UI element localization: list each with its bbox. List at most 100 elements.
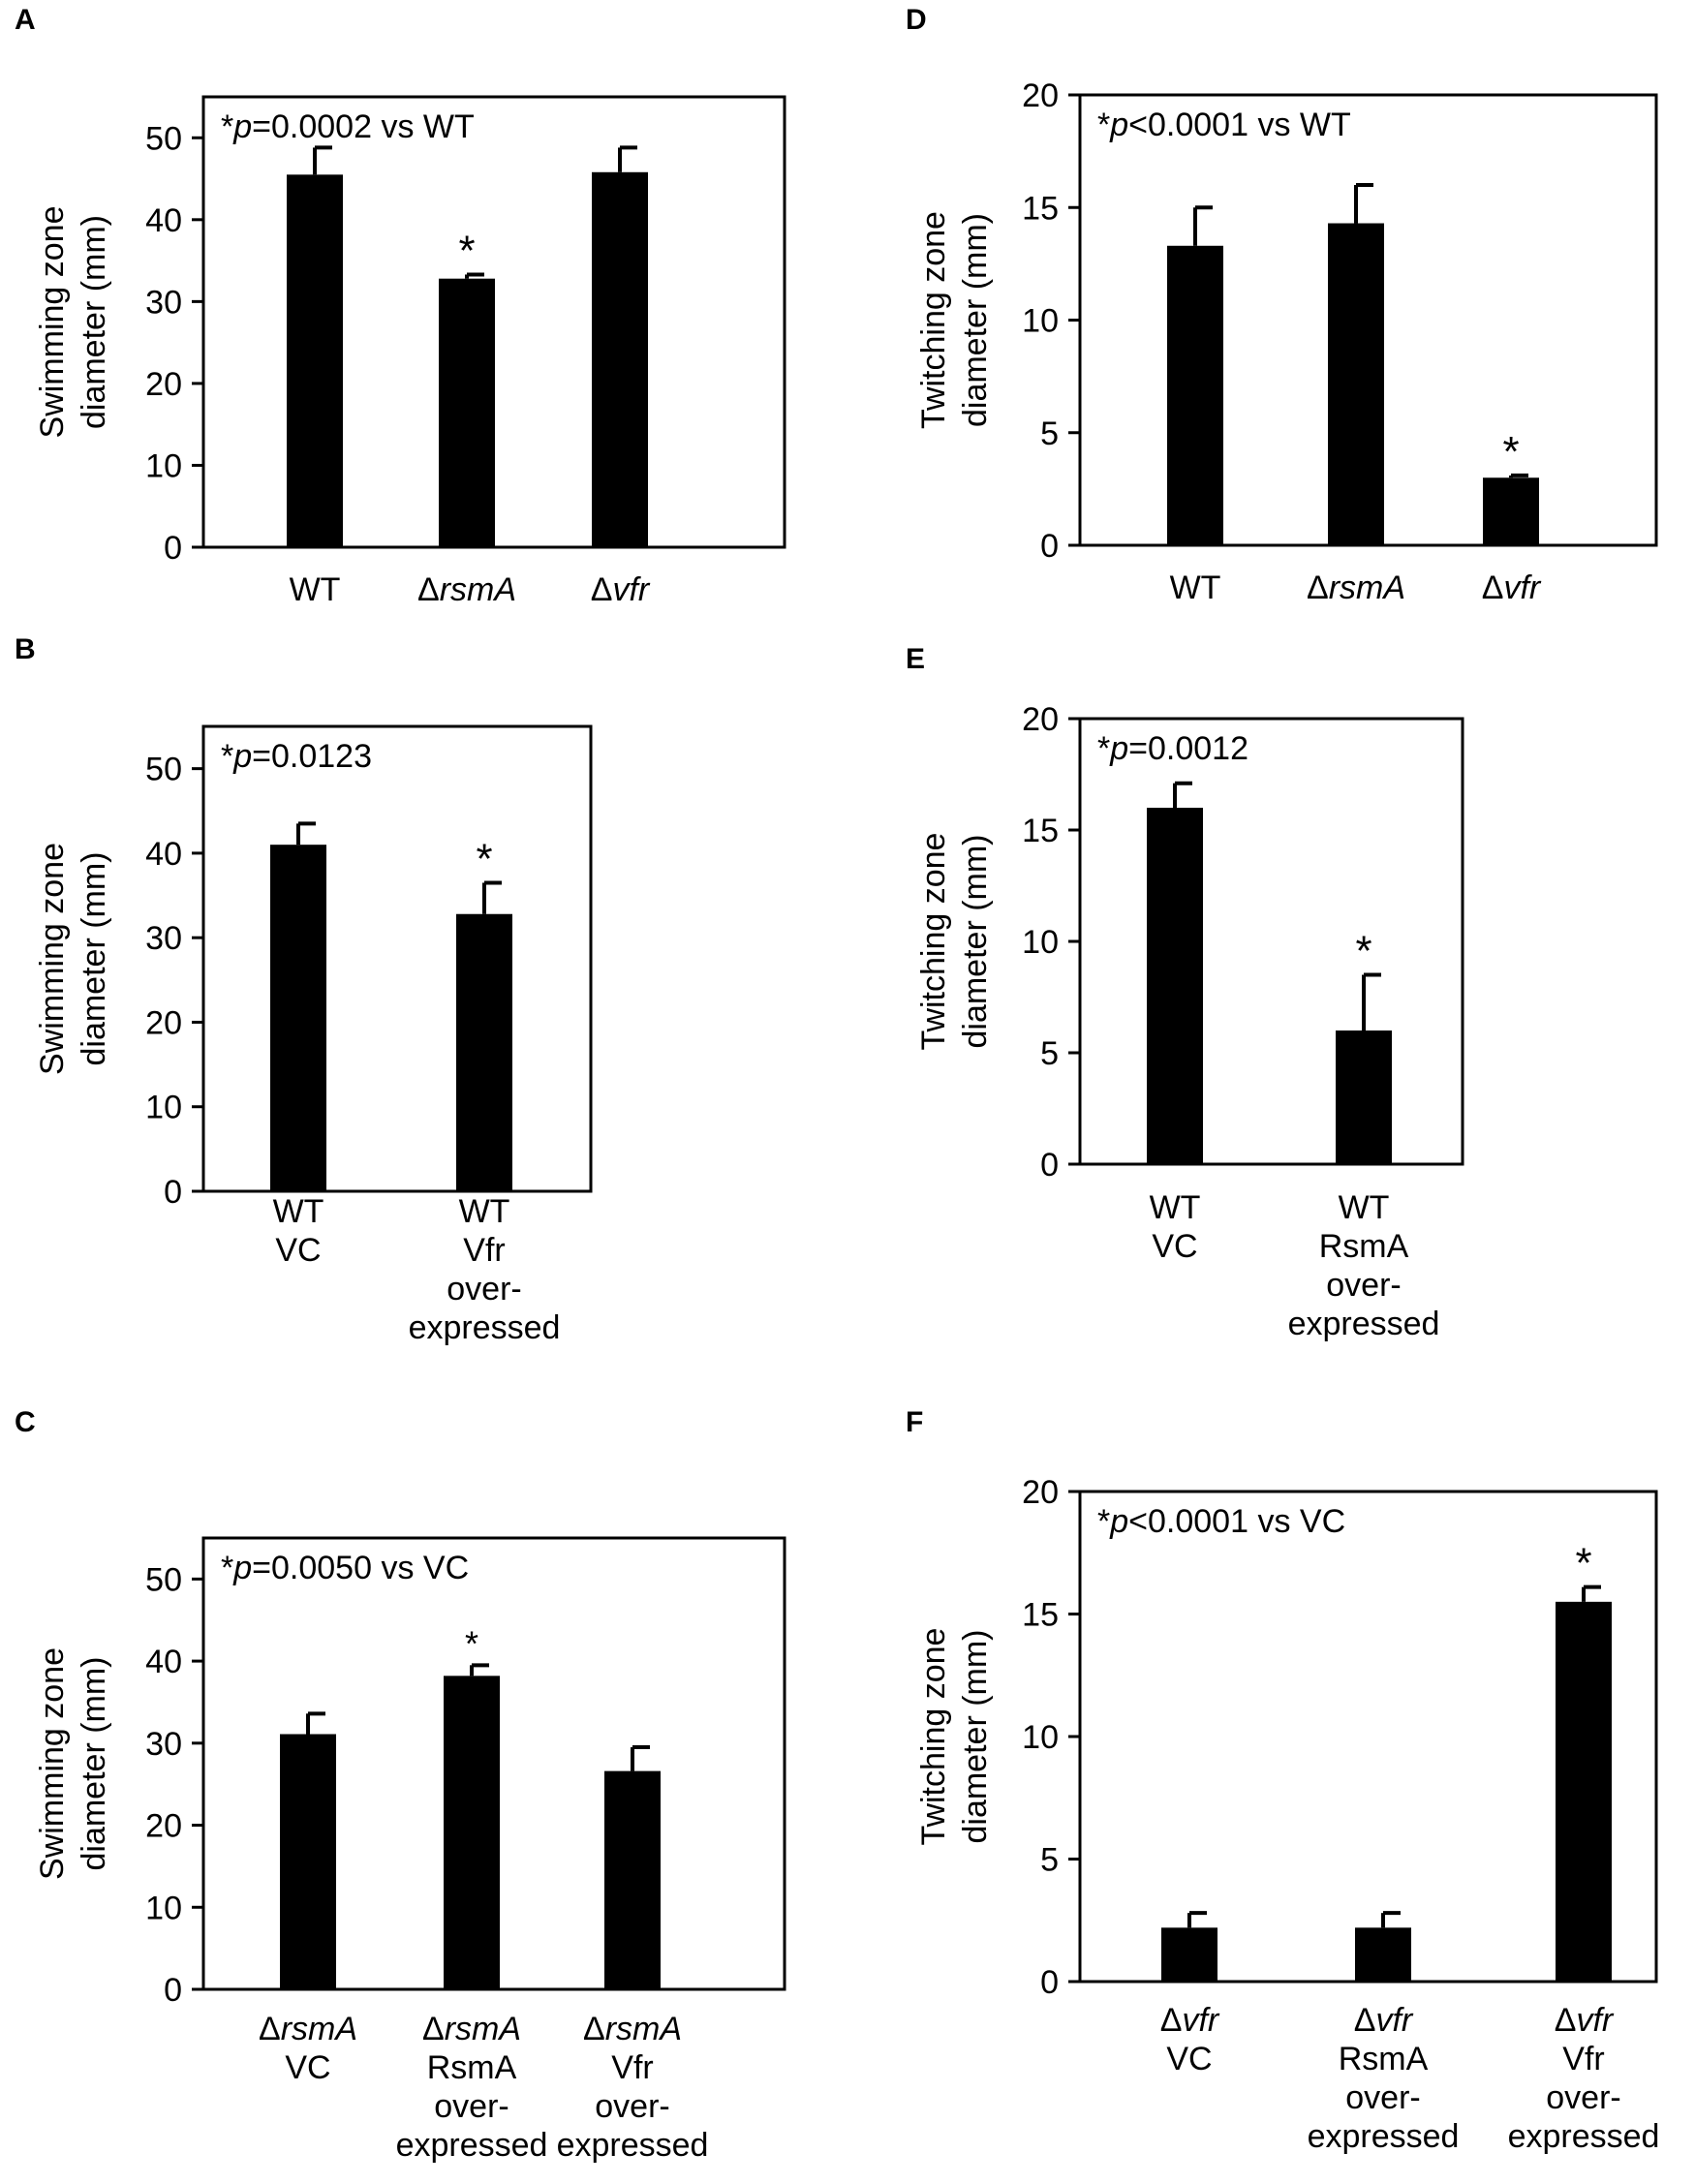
- y-tick-label: 10: [1022, 924, 1059, 961]
- x-category-label: Δvfr: [1555, 2002, 1615, 2039]
- y-tick-label: 0: [164, 1174, 182, 1211]
- bar-d-1: [1167, 245, 1223, 545]
- panel-letter: D: [906, 4, 927, 36]
- x-category-label: over-: [447, 1271, 521, 1307]
- x-category-label: Vfr: [463, 1232, 505, 1269]
- y-tick-label: 15: [1022, 813, 1059, 849]
- y-tick-label: 10: [145, 1890, 182, 1926]
- y-axis-label: diameter (mm): [957, 1629, 994, 1843]
- x-category-label: expressed: [1308, 2118, 1460, 2155]
- x-category-label: ΔrsmA: [583, 2011, 682, 2047]
- y-axis-label: Twitching zone: [915, 1628, 952, 1846]
- y-tick-label: 20: [1022, 1474, 1059, 1511]
- significance-star: *: [458, 227, 475, 274]
- x-category-label: ΔrsmA: [259, 2011, 357, 2047]
- significance-annotation: *p=0.0012: [1097, 730, 1248, 767]
- x-category-label: WT: [1170, 569, 1221, 606]
- y-tick-label: 50: [145, 752, 182, 788]
- x-category-label: VC: [285, 2049, 330, 2086]
- y-tick-label: 15: [1022, 190, 1059, 227]
- y-tick-label: 15: [1022, 1597, 1059, 1634]
- y-axis-label: Swimming zone: [34, 843, 71, 1075]
- panel-letter: A: [15, 4, 36, 36]
- y-axis-label: diameter (mm): [76, 215, 112, 429]
- panel-letter: E: [906, 643, 925, 675]
- x-category-label: expressed: [1508, 2118, 1660, 2155]
- significance-annotation: *p=0.0002 vs WT: [221, 108, 475, 145]
- y-tick-label: 5: [1040, 1842, 1059, 1879]
- y-tick-label: 0: [164, 530, 182, 567]
- x-category-label: over-: [434, 2088, 508, 2125]
- y-tick-label: 40: [145, 202, 182, 239]
- x-category-label: Vfr: [611, 2049, 653, 2086]
- y-axis-label: Swimming zone: [34, 206, 71, 439]
- y-tick-label: 30: [145, 284, 182, 321]
- y-axis-label: Twitching zone: [915, 211, 952, 429]
- y-tick-label: 40: [145, 836, 182, 873]
- x-category-label: over-: [1345, 2079, 1420, 2116]
- bar-a-2: [439, 278, 495, 547]
- y-tick-label: 10: [1022, 1719, 1059, 1756]
- plot-frame: [1078, 717, 1464, 1166]
- x-category-label: RsmA: [427, 2049, 517, 2086]
- significance-star: *: [1355, 928, 1371, 975]
- panel-c: C 0 10 20 30 40 50 Swimming zone diameter (mm) *p…: [15, 1406, 786, 2164]
- y-tick-label: 50: [145, 120, 182, 157]
- significance-star: *: [1502, 428, 1519, 476]
- x-category-label: WT: [1150, 1189, 1201, 1226]
- y-tick-label: 5: [1040, 415, 1059, 452]
- x-category-label: WT: [459, 1193, 510, 1230]
- y-tick-label: 20: [145, 1004, 182, 1041]
- significance-annotation: *p=0.0050 vs VC: [221, 1550, 469, 1586]
- y-tick-label: 50: [145, 1561, 182, 1598]
- x-category-label: Δvfr: [1160, 2002, 1220, 2039]
- y-axis-label: diameter (mm): [76, 851, 112, 1065]
- plot-frame: [201, 724, 593, 1193]
- x-category-label: expressed: [557, 2127, 709, 2164]
- y-axis-label: diameter (mm): [76, 1656, 112, 1870]
- bar-a-3: [592, 171, 648, 548]
- panel-f: F 0 5 10 15 20 Twitching zone diameter (mm) *p<0…: [906, 1406, 1659, 2155]
- y-tick-label: 0: [1040, 1147, 1059, 1184]
- x-category-label: ΔrsmA: [1307, 569, 1405, 606]
- y-axis-label: Twitching zone: [915, 833, 952, 1051]
- y-tick-label: 20: [145, 1808, 182, 1845]
- bar-e-1: [1147, 808, 1203, 1164]
- bar-f-1: [1161, 1927, 1217, 1982]
- y-axis-label: diameter (mm): [957, 213, 994, 427]
- y-tick-label: 10: [1022, 303, 1059, 340]
- panel-d: D 0 5 10 15 20 Twitching zone diameter (mm) *p<0…: [906, 4, 1658, 606]
- significance-annotation: *p=0.0123: [221, 738, 372, 775]
- x-category-label: RsmA: [1319, 1228, 1409, 1265]
- y-tick-label: 30: [145, 1726, 182, 1763]
- x-category-label: over-: [1326, 1267, 1401, 1304]
- x-category-label: ΔrsmA: [422, 2011, 521, 2047]
- significance-star: *: [476, 835, 492, 882]
- x-category-label: Δvfr: [591, 571, 651, 608]
- y-tick-label: 0: [1040, 528, 1059, 565]
- y-tick-label: 40: [145, 1644, 182, 1680]
- panel-e: E 0 5 10 15 20 Twitching zone diameter (mm) *p=0…: [906, 643, 1464, 1342]
- x-category-label: expressed: [396, 2127, 548, 2164]
- bar-c-3: [604, 1770, 661, 1989]
- y-tick-label: 20: [145, 366, 182, 403]
- significance-star: *: [465, 1623, 478, 1663]
- x-category-label: Δvfr: [1482, 569, 1542, 606]
- y-tick-label: 0: [1040, 1964, 1059, 2001]
- panel-b: B 0 10 20 30 40 50 Swimming zone diameter (mm) *p…: [15, 633, 593, 1346]
- bar-a-1: [287, 174, 343, 547]
- y-tick-label: 20: [1022, 701, 1059, 738]
- x-category-label: VC: [1166, 2041, 1212, 2077]
- panel-letter: B: [15, 633, 36, 665]
- bar-e-2: [1336, 1030, 1392, 1164]
- y-tick-label: 20: [1022, 77, 1059, 114]
- x-category-label: over-: [1546, 2079, 1620, 2116]
- significance-star: *: [1575, 1540, 1591, 1587]
- x-category-label: WT: [273, 1193, 324, 1230]
- y-tick-label: 0: [164, 1972, 182, 2009]
- y-tick-label: 5: [1040, 1035, 1059, 1072]
- y-tick-label: 10: [145, 1090, 182, 1126]
- bar-b-1: [270, 845, 326, 1191]
- significance-annotation: *p<0.0001 vs WT: [1097, 107, 1351, 143]
